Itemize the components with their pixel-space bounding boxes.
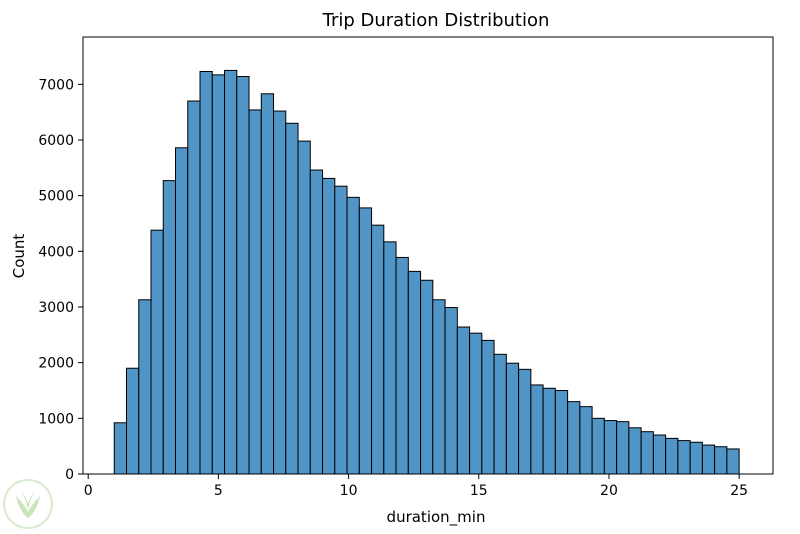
histogram-bar [420,279,434,475]
histogram-bar [273,110,287,475]
x-axis-label: duration_min [387,508,486,527]
chart-title: Trip Duration Distribution [322,10,550,31]
histogram-bar [530,384,544,475]
histogram-bar [211,74,226,475]
histogram-bar [162,180,177,475]
histogram-bar [505,362,520,475]
histogram-bar [248,109,262,475]
bars-group [113,69,740,475]
histogram-bar [150,229,164,475]
histogram-bar [432,299,446,475]
histogram-bar [383,241,397,475]
histogram-bar [677,440,691,475]
histogram-bar [285,122,299,475]
histogram-bar [640,431,654,475]
x-tick-label: 20 [600,483,618,499]
histogram-bar [689,441,703,475]
histogram-bar [579,406,593,475]
histogram-bar [297,140,311,475]
y-axis-ticks: 0 1000 2000 3000 4000 5000 6000 7000 [38,77,83,483]
histogram-bar [493,353,507,475]
histogram-bar [395,256,409,475]
histogram-bar [113,422,127,475]
histogram-bar [322,177,336,475]
histogram-bar [726,448,740,475]
histogram-bar [138,299,152,475]
y-tick-label: 2000 [38,356,74,372]
y-tick-label: 0 [65,467,74,483]
histogram-bar [616,421,630,475]
plot-frame [82,36,774,475]
y-tick-label: 7000 [38,77,74,93]
histogram-bar [665,437,679,475]
histogram-bar [224,69,238,475]
histogram-bar [334,185,348,475]
histogram-bar [456,326,471,475]
histogram-bar [309,169,324,475]
histogram-bar [481,339,495,475]
histogram-bar [175,147,189,475]
leaf-logo-icon [3,479,53,529]
y-tick-label: 3000 [38,300,74,316]
histogram-bar [714,446,728,475]
histogram-bar [701,444,716,475]
x-tick-label: 10 [340,483,358,499]
histogram-bar [518,368,532,475]
histogram-bar [346,196,360,475]
histogram-bar [554,390,569,475]
histogram-bar [407,270,422,475]
histogram-bar [603,420,618,475]
histogram-bar [236,76,250,475]
histogram-bar [542,387,556,475]
histogram-bar [628,427,642,475]
y-tick-label: 6000 [38,133,74,149]
y-tick-label: 1000 [38,411,74,427]
histogram-bar [187,100,201,475]
histogram-bar [358,207,373,475]
histogram-bar [371,224,385,475]
histogram-bar [126,367,140,475]
histogram-bar [591,417,605,475]
x-tick-label: 25 [730,483,748,499]
histogram-bar [652,434,667,475]
x-tick-label: 15 [470,483,488,499]
y-axis-label: Count [10,234,28,279]
histogram-bar [567,401,581,475]
histogram-bar [260,93,275,475]
x-tick-label: 5 [214,483,223,499]
x-tick-label: 0 [84,483,93,499]
x-axis-ticks: 0 5 10 15 20 25 [84,474,748,499]
histogram-bar [444,307,458,475]
y-tick-label: 4000 [38,244,74,260]
histogram-bar [469,332,483,475]
y-tick-label: 5000 [38,189,74,205]
histogram-bar [199,71,213,475]
